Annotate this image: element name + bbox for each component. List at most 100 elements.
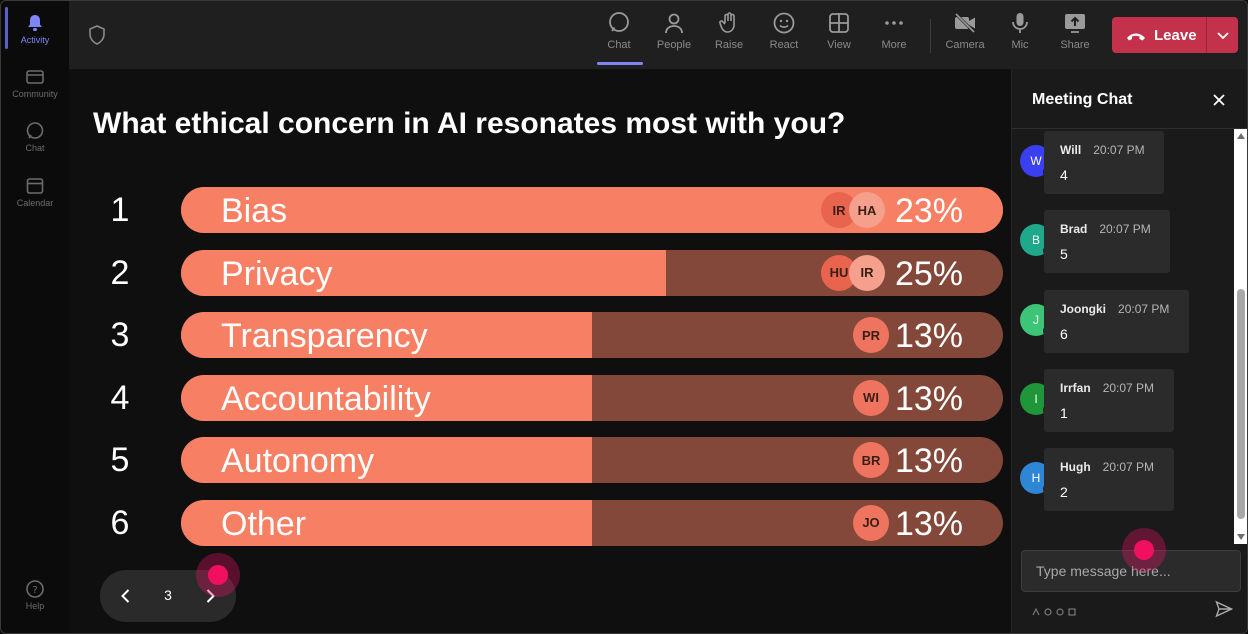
sender-name: Will	[1060, 143, 1082, 157]
grid-icon	[827, 11, 851, 35]
option-bar-fill	[181, 374, 592, 421]
option-percent: 13%	[894, 504, 963, 543]
rail-item-label: Chat	[25, 143, 45, 153]
rail-item-help[interactable]: ? Help	[1, 579, 69, 611]
poll-stage: What ethical concern in AI resonates mos…	[69, 69, 1011, 633]
voter-avatar: PR	[853, 317, 889, 353]
option-rank: 3	[110, 316, 130, 354]
option-bar: Privacy HU IR 25%	[181, 249, 1003, 296]
option-bar-fill	[181, 312, 592, 358]
voter-avatar: WI	[853, 379, 889, 416]
toolbar-camera-button[interactable]: Camera	[938, 11, 992, 51]
message-bubble: Hugh 20:07 PM 2	[1044, 448, 1174, 511]
message-bubble: Will 20:07 PM 4	[1044, 131, 1164, 194]
emoji-icon[interactable]	[1056, 603, 1064, 616]
chevron-right-icon[interactable]	[200, 586, 220, 606]
message-input[interactable]	[1022, 551, 1240, 591]
rail-item-community[interactable]: Community	[1, 67, 69, 99]
option-label: Accountability	[221, 379, 431, 418]
chat-icon	[25, 121, 45, 141]
sender-name: Brad	[1060, 222, 1088, 236]
toolbar-chat-button[interactable]: Chat	[592, 11, 646, 51]
option-label: Autonomy	[221, 442, 375, 480]
toolbar-view-button[interactable]: View	[812, 11, 866, 51]
sender-name: Joongki	[1060, 302, 1107, 316]
rail-active-indicator	[5, 7, 8, 49]
toolbar-label: View	[827, 39, 851, 51]
toolbar-separator	[930, 19, 931, 53]
toolbar-mic-button[interactable]: Mic	[993, 11, 1047, 51]
rail-item-label: Help	[25, 601, 45, 611]
send-icon[interactable]	[1215, 600, 1234, 618]
attach-icon[interactable]	[1044, 603, 1052, 616]
toolbar-label: React	[769, 39, 799, 51]
leave-button[interactable]: Leave	[1112, 17, 1238, 53]
message-time: 20:07 PM	[1099, 222, 1151, 236]
option-rank: 1	[110, 191, 130, 229]
bell-icon	[25, 13, 45, 33]
shield-icon[interactable]	[88, 25, 106, 45]
voter-avatar: BR	[853, 442, 889, 478]
message-bubble: Irrfan 20:07 PM 1	[1044, 369, 1174, 432]
option-label: Other	[221, 504, 307, 543]
rail-item-chat[interactable]: Chat	[1, 121, 69, 153]
toolbar-react-button[interactable]: React	[757, 11, 811, 51]
meeting-chat-panel: Meeting Chat W Will 20:07 PM 4 B Brad 20:07 PM…	[1011, 69, 1247, 633]
svg-text:?: ?	[32, 585, 37, 596]
toolbar-more-button[interactable]: More	[867, 11, 921, 51]
chat-title: Meeting Chat	[1032, 91, 1133, 108]
poll-option-row: 1 Bias IR HA 23%	[69, 187, 1011, 233]
message-time: 20:07 PM	[1093, 143, 1145, 157]
sender-name: Irrfan	[1060, 381, 1091, 395]
message-time: 20:07 PM	[1102, 381, 1155, 395]
message-bubble: Joongki 20:07 PM 6	[1044, 290, 1189, 353]
gif-icon[interactable]	[1068, 603, 1076, 616]
option-rank: 6	[110, 503, 130, 542]
message-text: 6	[1060, 326, 1068, 342]
message-text: 1	[1060, 405, 1068, 421]
message-bubble: Brad 20:07 PM 5	[1044, 210, 1170, 273]
smiley-icon	[772, 11, 796, 35]
active-tab-indicator	[597, 62, 643, 65]
option-rank: 5	[110, 441, 130, 479]
chevron-down-icon[interactable]	[1216, 29, 1230, 41]
format-toolbar	[1032, 603, 1076, 616]
message-composer[interactable]	[1021, 550, 1241, 592]
close-icon[interactable]	[1210, 91, 1228, 109]
voter-avatar: HA	[849, 192, 885, 228]
option-bar-fill	[181, 437, 592, 483]
rail-item-calendar[interactable]: Calendar	[1, 176, 69, 208]
scroll-thumb[interactable]	[1237, 289, 1245, 519]
option-percent: 13%	[894, 442, 963, 480]
scroll-up-icon[interactable]	[1237, 133, 1245, 139]
rail-item-activity[interactable]: Activity	[1, 13, 69, 45]
poll-option-row: 4 Accountability WI 13%	[69, 374, 1011, 421]
meeting-toolbar: Chat People Raise React View	[69, 1, 1247, 69]
format-icon[interactable]	[1032, 603, 1040, 616]
scroll-down-icon[interactable]	[1237, 534, 1245, 540]
chevron-left-icon[interactable]	[116, 586, 136, 606]
toolbar-label: People	[656, 39, 692, 51]
option-label: Bias	[221, 192, 288, 230]
rail-item-label: Activity	[20, 35, 50, 45]
option-bar: Bias IR HA 23%	[181, 187, 1003, 233]
toolbar-people-button[interactable]: People	[647, 11, 701, 51]
poll-question: What ethical concern in AI resonates mos…	[93, 107, 846, 140]
toolbar-raise-button[interactable]: Raise	[702, 11, 756, 51]
pointer-cursor-indicator	[1122, 528, 1166, 572]
toolbar-share-button[interactable]: Share	[1048, 11, 1102, 51]
message-text: 5	[1060, 246, 1068, 262]
chat-scrollbar[interactable]	[1234, 129, 1247, 544]
page-number: 3	[164, 587, 172, 603]
toolbar-label: More	[881, 39, 907, 51]
left-rail: Activity Community Chat Calendar ? Help	[1, 1, 69, 633]
leave-divider	[1206, 17, 1207, 53]
chat-divider	[1012, 128, 1247, 129]
option-bar: Autonomy BR 13%	[181, 437, 1003, 483]
voter-avatar: IR	[849, 254, 885, 291]
mic-icon	[1008, 11, 1032, 35]
message-time: 20:07 PM	[1118, 302, 1170, 316]
option-label: Privacy	[221, 254, 333, 293]
camera-off-icon	[953, 11, 977, 35]
